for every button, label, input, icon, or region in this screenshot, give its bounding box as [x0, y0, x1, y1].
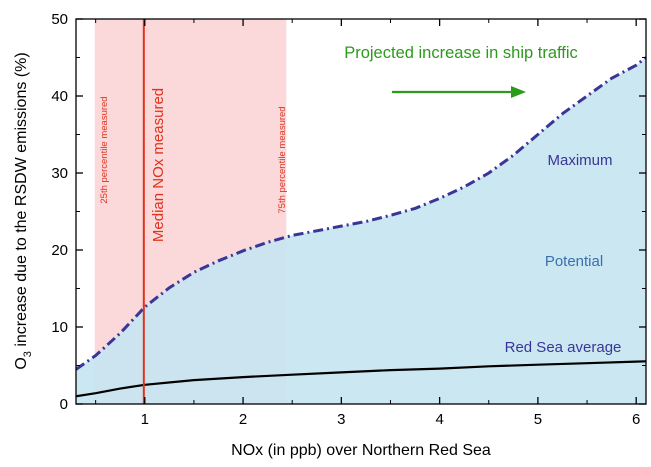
x-tick-label: 2 — [239, 411, 247, 428]
red-sea-average-line — [76, 360, 646, 398]
x-tick-label: 6 — [632, 411, 640, 428]
potential-area — [76, 57, 646, 404]
percentile-25-label: 25th percentile measured — [99, 96, 110, 203]
y-tick-label: 10 — [51, 319, 68, 336]
maximum-label: Maximum — [547, 152, 612, 169]
y-tick-label: 0 — [60, 396, 68, 413]
x-tick-label: 1 — [141, 411, 149, 428]
x-tick-label: 3 — [337, 411, 345, 428]
y-tick-label: 20 — [51, 242, 68, 259]
y-axis-label: O3 increase due to the RSDW emissions (%… — [13, 52, 34, 369]
maximum-line — [76, 56, 646, 371]
red-sea-average-label: Red Sea average — [505, 339, 622, 356]
potential-label: Potential — [545, 253, 603, 270]
x-tick-label: 4 — [435, 411, 443, 428]
y-tick-label: 50 — [51, 11, 68, 28]
y-tick-label: 40 — [51, 88, 68, 105]
ship-traffic-arrow-head — [511, 86, 526, 98]
percentile-75-label: 75th percentile measured — [277, 106, 288, 213]
axis-ticks: 1 2 3 4 5 6 0 10 20 30 40 50 — [51, 11, 646, 428]
x-axis-label: NOx (in ppb) over Northern Red Sea — [231, 442, 491, 459]
ship-traffic-label: Projected increase in ship traffic — [344, 44, 578, 62]
median-label: Median NOx measured — [150, 88, 167, 242]
y-tick-label: 30 — [51, 165, 68, 182]
x-tick-label: 5 — [534, 411, 542, 428]
